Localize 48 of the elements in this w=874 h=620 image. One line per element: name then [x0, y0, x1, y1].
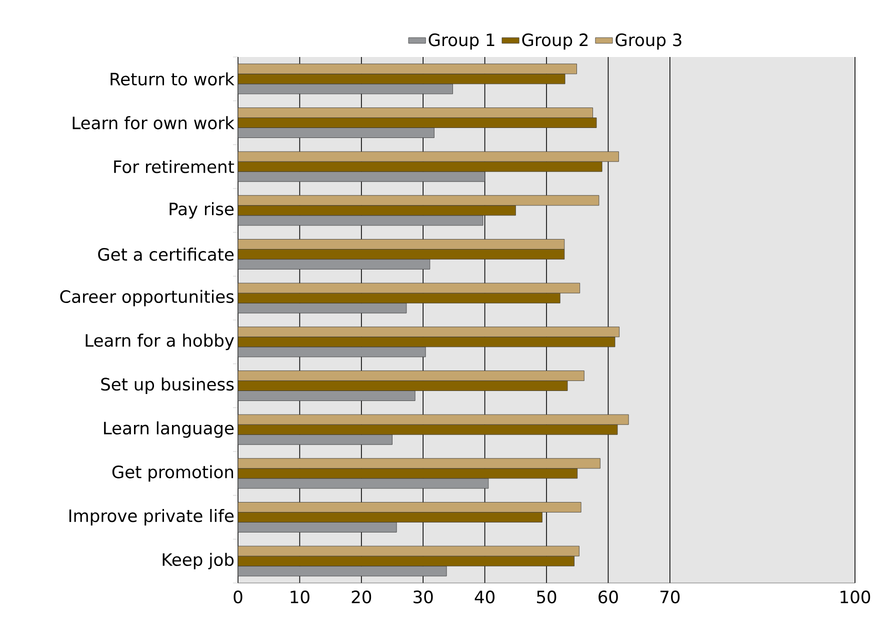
x-tick-label: 30	[414, 590, 433, 604]
bar	[238, 118, 597, 128]
bar	[238, 84, 453, 94]
x-tick-label: 10	[290, 590, 310, 604]
bar	[238, 215, 484, 226]
bar	[238, 292, 560, 304]
legend-label: Group 3	[616, 33, 682, 50]
bar	[238, 259, 430, 270]
y-tick-label: Career opportunities	[60, 290, 234, 306]
bar	[238, 390, 416, 401]
legend-label: Group 2	[522, 33, 588, 50]
y-tick-label: Return to work	[110, 72, 234, 86]
bar	[238, 302, 407, 314]
bar	[238, 128, 434, 138]
y-tick-label: Set up business	[101, 378, 234, 394]
bar	[238, 249, 565, 260]
y-tick-label: Learn for a hobby	[86, 334, 234, 350]
bar	[238, 161, 602, 172]
bar	[238, 171, 486, 182]
y-tick-label: Improve private life	[69, 509, 234, 526]
bar	[238, 512, 542, 522]
x-tick-label: 60	[598, 590, 618, 604]
legend-label: Group 1	[428, 33, 494, 50]
bar	[238, 434, 392, 445]
bar	[238, 346, 426, 358]
bar	[238, 566, 447, 576]
y-tick-label: Learn for own work	[72, 116, 234, 130]
y-tick-label: Get promotion	[112, 465, 234, 482]
bar	[238, 74, 566, 84]
x-tick-label: 50	[537, 590, 556, 604]
x-tick-label: 70	[660, 590, 680, 604]
bar	[238, 556, 574, 566]
bar	[238, 478, 489, 489]
bar	[238, 424, 618, 435]
y-tick-label: For retirement	[114, 160, 234, 174]
x-tick-label: 0	[234, 590, 242, 604]
y-tick-label: Get a certificate	[98, 248, 234, 261]
bar	[238, 522, 397, 532]
x-tick-label: 20	[352, 590, 372, 604]
x-tick-label: 40	[474, 590, 494, 604]
y-tick-label: Learn language	[104, 421, 234, 438]
bar	[238, 205, 516, 216]
bar	[238, 468, 578, 479]
bar	[238, 336, 616, 348]
bar	[238, 380, 568, 391]
y-tick-label: Keep job	[162, 552, 234, 570]
y-tick-label: Pay rise	[170, 202, 234, 219]
x-tick-label: 100	[840, 590, 870, 604]
